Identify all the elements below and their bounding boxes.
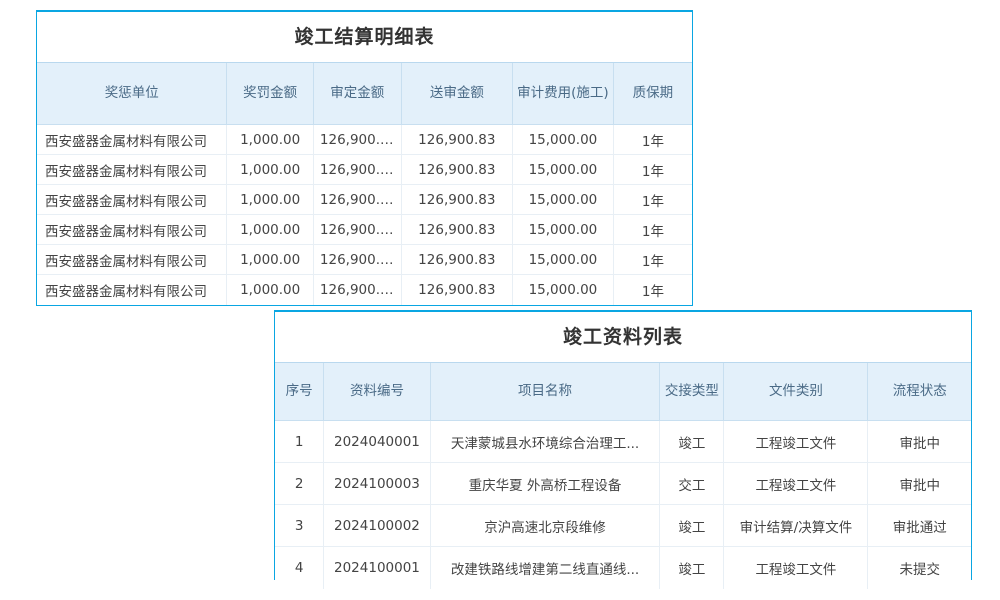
completion-docs-panel: 竣工资料列表 序号 资料编号 项目名称 交接类型 文件类别 流程状态 1 202404000… [274, 310, 972, 589]
docs-column-header-0: 序号 [275, 362, 324, 421]
table-row: 西安盛器金属材料有限公司 1,000.00 126,900.83 126,900.83… [37, 244, 692, 275]
settlement-cell-penalty: 1,000.00 [226, 184, 314, 215]
settlement-cell-warranty: 1年 [612, 184, 692, 215]
settlement-cell-submitted-amount: 126,900.83 [400, 124, 513, 155]
docs-column-header-3: 交接类型 [659, 362, 724, 421]
settlement-table-head: 奖惩单位 奖罚金额 审定金额 送审金额 审计费用(施工) 质保期 [37, 62, 692, 125]
settlement-column-header-5: 质保期 [612, 62, 692, 125]
docs-table-head: 序号 资料编号 项目名称 交接类型 文件类别 流程状态 [275, 362, 971, 421]
settlement-cell-approved-amount: 126,900.83 [312, 214, 402, 245]
table-row: 1 2024040001 天津蒙城县水环境综合治理工... 竣工 工程竣工文件 审批中 [275, 420, 971, 463]
docs-cell-handover-type: 竣工 [659, 504, 724, 547]
settlement-cell-unit[interactable]: 西安盛器金属材料有限公司 [37, 274, 227, 305]
docs-cell-file-category: 审计结算/决算文件 [723, 504, 868, 547]
docs-cell-file-category: 工程竣工文件 [723, 546, 868, 589]
settlement-cell-unit[interactable]: 西安盛器金属材料有限公司 [37, 214, 227, 245]
settlement-column-header-3: 送审金额 [400, 62, 513, 125]
docs-table-body: 1 2024040001 天津蒙城县水环境综合治理工... 竣工 工程竣工文件 审批中 2 2… [275, 420, 971, 589]
settlement-cell-audit-fee: 15,000.00 [512, 184, 614, 215]
settlement-cell-audit-fee: 15,000.00 [512, 124, 614, 155]
docs-cell-doc-no[interactable]: 2024100003 [323, 462, 431, 505]
table-row: 3 2024100002 京沪高速北京段维修 竣工 审计结算/决算文件 审批通过 [275, 504, 971, 547]
settlement-cell-warranty: 1年 [612, 244, 692, 275]
settlement-header-row: 奖惩单位 奖罚金额 审定金额 送审金额 审计费用(施工) 质保期 [37, 62, 692, 125]
settlement-cell-warranty: 1年 [612, 274, 692, 305]
docs-cell-index: 1 [275, 420, 324, 463]
settlement-cell-audit-fee: 15,000.00 [512, 214, 614, 245]
settlement-column-header-2: 审定金额 [312, 62, 402, 125]
docs-cell-project-name[interactable]: 改建铁路线增建第二线直通线... [429, 546, 660, 589]
settlement-cell-penalty: 1,000.00 [226, 124, 314, 155]
table-row: 西安盛器金属材料有限公司 1,000.00 126,900.83 126,900.83… [37, 184, 692, 215]
settlement-cell-submitted-amount: 126,900.83 [400, 184, 513, 215]
docs-cell-handover-type: 竣工 [659, 420, 724, 463]
docs-cell-project-name[interactable]: 京沪高速北京段维修 [429, 504, 660, 547]
settlement-cell-penalty: 1,000.00 [226, 214, 314, 245]
settlement-cell-warranty: 1年 [612, 214, 692, 245]
docs-cell-index: 4 [275, 546, 324, 589]
settlement-table: 奖惩单位 奖罚金额 审定金额 送审金额 审计费用(施工) 质保期 西安盛器金属材料有限公司… [37, 62, 692, 305]
settlement-cell-audit-fee: 15,000.00 [512, 274, 614, 305]
settlement-cell-submitted-amount: 126,900.83 [400, 274, 513, 305]
settlement-cell-warranty: 1年 [612, 124, 692, 155]
docs-cell-doc-no[interactable]: 2024100002 [323, 504, 431, 547]
status-badge: 未提交 [867, 546, 971, 589]
docs-cell-project-name[interactable]: 天津蒙城县水环境综合治理工... [429, 420, 660, 463]
settlement-cell-penalty: 1,000.00 [226, 274, 314, 305]
docs-cell-doc-no[interactable]: 2024040001 [323, 420, 431, 463]
settlement-cell-submitted-amount: 126,900.83 [400, 214, 513, 245]
settlement-table-title: 竣工结算明细表 [37, 12, 692, 62]
settlement-cell-audit-fee: 15,000.00 [512, 154, 614, 185]
docs-column-header-4: 文件类别 [723, 362, 868, 421]
settlement-cell-submitted-amount: 126,900.83 [400, 244, 513, 275]
table-row: 西安盛器金属材料有限公司 1,000.00 126,900.83 126,900.83… [37, 214, 692, 245]
docs-cell-file-category: 工程竣工文件 [723, 462, 868, 505]
table-row: 西安盛器金属材料有限公司 1,000.00 126,900.83 126,900.83… [37, 124, 692, 155]
table-row: 西安盛器金属材料有限公司 1,000.00 126,900.83 126,900.83… [37, 274, 692, 305]
docs-cell-handover-type: 竣工 [659, 546, 724, 589]
settlement-cell-warranty: 1年 [612, 154, 692, 185]
docs-table: 序号 资料编号 项目名称 交接类型 文件类别 流程状态 1 2024040001 天津蒙城县水… [275, 362, 971, 589]
docs-table-title: 竣工资料列表 [275, 312, 971, 362]
settlement-column-header-0: 奖惩单位 [37, 62, 227, 125]
docs-cell-index: 2 [275, 462, 324, 505]
settlement-cell-unit[interactable]: 西安盛器金属材料有限公司 [37, 124, 227, 155]
docs-cell-handover-type: 交工 [659, 462, 724, 505]
docs-column-header-2: 项目名称 [429, 362, 660, 421]
completion-settlement-panel: 竣工结算明细表 奖惩单位 奖罚金额 审定金额 送审金额 审计费用(施工) 质保期 西安盛器… [36, 10, 693, 306]
status-badge: 审批通过 [867, 504, 971, 547]
docs-cell-doc-no[interactable]: 2024100001 [323, 546, 431, 589]
settlement-cell-approved-amount: 126,900.83 [312, 154, 402, 185]
docs-cell-file-category: 工程竣工文件 [723, 420, 868, 463]
status-badge: 审批中 [867, 462, 971, 505]
docs-column-header-1: 资料编号 [323, 362, 431, 421]
settlement-cell-unit[interactable]: 西安盛器金属材料有限公司 [37, 154, 227, 185]
docs-cell-project-name[interactable]: 重庆华夏 外高桥工程设备 [429, 462, 660, 505]
docs-header-row: 序号 资料编号 项目名称 交接类型 文件类别 流程状态 [275, 362, 971, 421]
table-row: 4 2024100001 改建铁路线增建第二线直通线... 竣工 工程竣工文件 未提交 [275, 546, 971, 589]
table-row: 2 2024100003 重庆华夏 外高桥工程设备 交工 工程竣工文件 审批中 [275, 462, 971, 505]
settlement-cell-unit[interactable]: 西安盛器金属材料有限公司 [37, 244, 227, 275]
settlement-cell-penalty: 1,000.00 [226, 154, 314, 185]
docs-cell-index: 3 [275, 504, 324, 547]
settlement-cell-unit[interactable]: 西安盛器金属材料有限公司 [37, 184, 227, 215]
settlement-cell-submitted-amount: 126,900.83 [400, 154, 513, 185]
settlement-cell-approved-amount: 126,900.83 [312, 274, 402, 305]
settlement-table-body: 西安盛器金属材料有限公司 1,000.00 126,900.83 126,900.83… [37, 124, 692, 305]
status-badge: 审批中 [867, 420, 971, 463]
settlement-column-header-1: 奖罚金额 [226, 62, 314, 125]
table-row: 西安盛器金属材料有限公司 1,000.00 126,900.83 126,900.83… [37, 154, 692, 185]
settlement-cell-approved-amount: 126,900.83 [312, 184, 402, 215]
settlement-cell-approved-amount: 126,900.83 [312, 244, 402, 275]
settlement-cell-penalty: 1,000.00 [226, 244, 314, 275]
settlement-cell-approved-amount: 126,900.83 [312, 124, 402, 155]
settlement-column-header-4: 审计费用(施工) [512, 62, 614, 125]
settlement-cell-audit-fee: 15,000.00 [512, 244, 614, 275]
docs-column-header-5: 流程状态 [867, 362, 971, 421]
